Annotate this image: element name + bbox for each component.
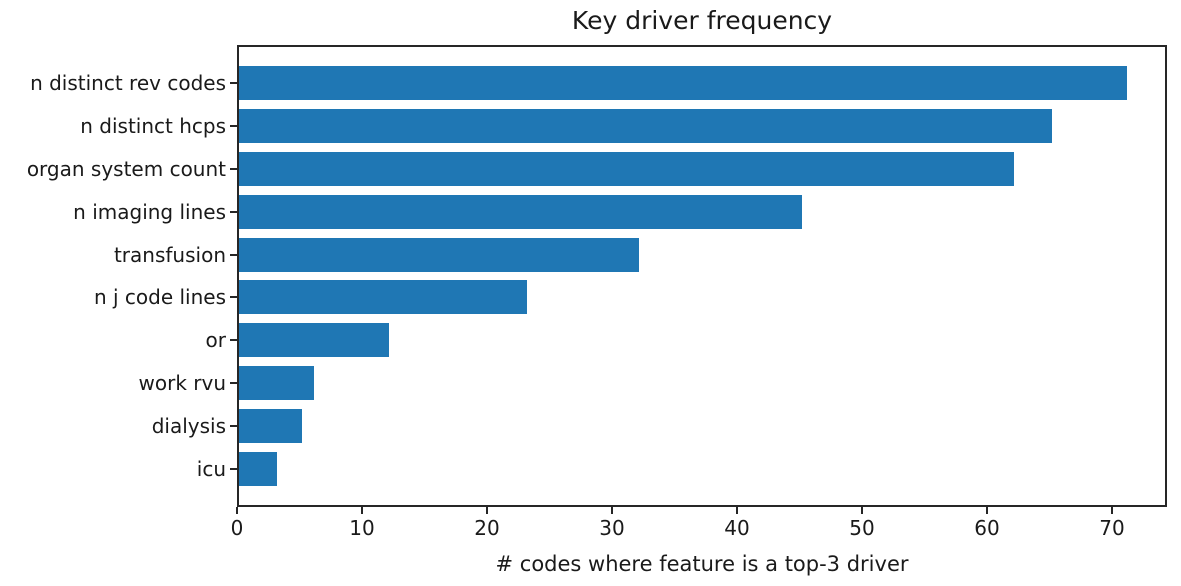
x-tick-label: 30 [599, 516, 625, 540]
x-tick-mark [611, 507, 613, 514]
x-tick-mark [1111, 507, 1113, 514]
y-tick-label: n distinct hcps [80, 113, 226, 138]
y-tick-label: icu [196, 457, 226, 481]
x-tick-mark [736, 507, 738, 514]
plot-area [237, 45, 1167, 507]
y-tick-label: transfusion [113, 242, 226, 267]
bar [239, 66, 1127, 100]
x-tick-label: 40 [724, 516, 750, 540]
y-tick-label: n imaging lines [73, 199, 226, 224]
bar [239, 280, 527, 315]
x-axis-label: # codes where feature is a top-3 driver [495, 552, 909, 576]
y-tick-mark [230, 468, 237, 470]
x-tick-mark [861, 507, 863, 514]
bar [239, 366, 314, 401]
x-tick-label: 60 [974, 516, 1000, 540]
y-tick-mark [230, 339, 237, 342]
chart-title: Key driver frequency [571, 6, 833, 35]
y-tick-mark [230, 382, 237, 385]
y-tick-label: n j code lines [93, 285, 226, 310]
y-tick-mark [230, 253, 237, 256]
y-tick-label: dialysis [151, 414, 226, 439]
bar [239, 194, 802, 229]
bar [239, 409, 302, 444]
y-tick-mark [230, 296, 237, 299]
x-tick-label: 70 [1099, 516, 1125, 540]
x-tick-label: 20 [474, 516, 500, 540]
y-tick-mark [230, 124, 237, 127]
y-tick-label: n distinct rev codes [30, 71, 226, 95]
x-tick-mark [986, 507, 988, 514]
y-tick-mark [230, 167, 237, 170]
y-tick-mark [230, 210, 237, 213]
y-tick-mark [230, 82, 237, 84]
x-tick-mark [236, 507, 238, 514]
bar [239, 108, 1052, 143]
bar [239, 151, 1014, 186]
y-tick-mark [230, 425, 237, 428]
y-tick-label: organ system count [26, 156, 226, 181]
x-tick-label: 50 [849, 516, 875, 540]
bar [239, 452, 277, 486]
x-tick-label: 10 [349, 516, 375, 540]
x-tick-mark [486, 507, 488, 514]
x-tick-mark [361, 507, 363, 514]
y-tick-label: or [205, 328, 226, 353]
x-tick-label: 0 [230, 516, 244, 540]
bar [239, 237, 639, 272]
bar [239, 323, 389, 358]
y-tick-label: work rvu [138, 371, 227, 396]
